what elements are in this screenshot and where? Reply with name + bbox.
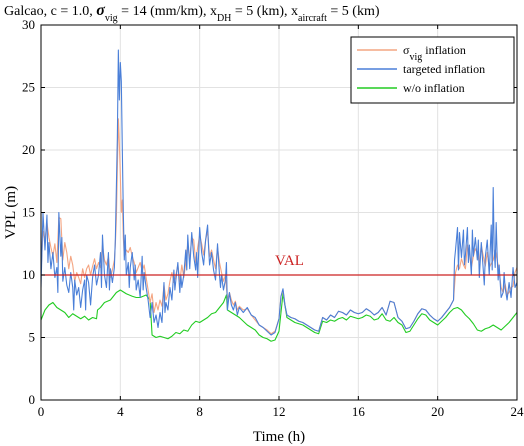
axes: 0 4 8 12 16 20 24 0 5 10 15 20 25 30 Time (h) VPL (m) — [3, 17, 524, 445]
legend-label-targeted-part-0: targeted inflation — [403, 62, 485, 76]
legend-box — [350, 36, 515, 104]
y-tick-label: 10 — [22, 267, 35, 282]
title-text: Galcao, c = 1.0, σvig = 14 (mm/km), xDH … — [4, 2, 380, 24]
title-text-part-7: = 5 (km) — [327, 4, 380, 19]
legend-label-sigma_vig-part-0: σ — [403, 43, 410, 57]
x-tick-label: 4 — [117, 404, 124, 419]
y-tick-label: 25 — [22, 80, 35, 95]
title-text-part-2: vig — [105, 13, 118, 24]
legend-label-without: w/o inflation — [403, 81, 465, 95]
x-tick-label: 0 — [38, 404, 45, 419]
title-text-part-4: DH — [217, 13, 231, 24]
chart-title: Galcao, c = 1.0, σvig = 14 (mm/km), xDH … — [4, 2, 380, 24]
legend-label-targeted: targeted inflation — [403, 62, 485, 76]
y-tick-label: 20 — [22, 142, 35, 157]
y-tick-label: 0 — [29, 392, 36, 407]
title-text-part-3: = 14 (mm/km), x — [118, 4, 217, 19]
y-axis-label: VPL (m) — [3, 186, 19, 239]
y-tick-label: 5 — [29, 330, 36, 345]
val-annotation: VAL — [275, 253, 304, 269]
y-tick-label: 30 — [22, 17, 35, 32]
title-text-part-6: aircraft — [298, 13, 327, 24]
legend-label-sigma_vig-part-2: inflation — [422, 43, 466, 57]
series-line-without — [41, 289, 517, 342]
x-tick-label: 20 — [431, 404, 444, 419]
legend-label-sigma_vig-part-1: vig — [409, 52, 422, 63]
x-tick-label: 8 — [196, 404, 203, 419]
title-text-part-1: σ — [96, 2, 105, 19]
x-tick-label: 24 — [511, 404, 524, 419]
y-tick-label: 15 — [22, 205, 35, 220]
x-tick-label: 16 — [352, 404, 366, 419]
legend-label-sigma_vig: σvig inflation — [403, 43, 466, 63]
legend-label-without-part-0: w/o inflation — [403, 81, 465, 95]
title-text-part-0: Galcao, c = 1.0, — [4, 4, 96, 19]
title-text-part-5: = 5 (km), x — [231, 4, 298, 19]
x-tick-label: 12 — [273, 404, 286, 419]
series-group — [41, 49, 517, 342]
x-axis-label: Time (h) — [253, 429, 305, 445]
